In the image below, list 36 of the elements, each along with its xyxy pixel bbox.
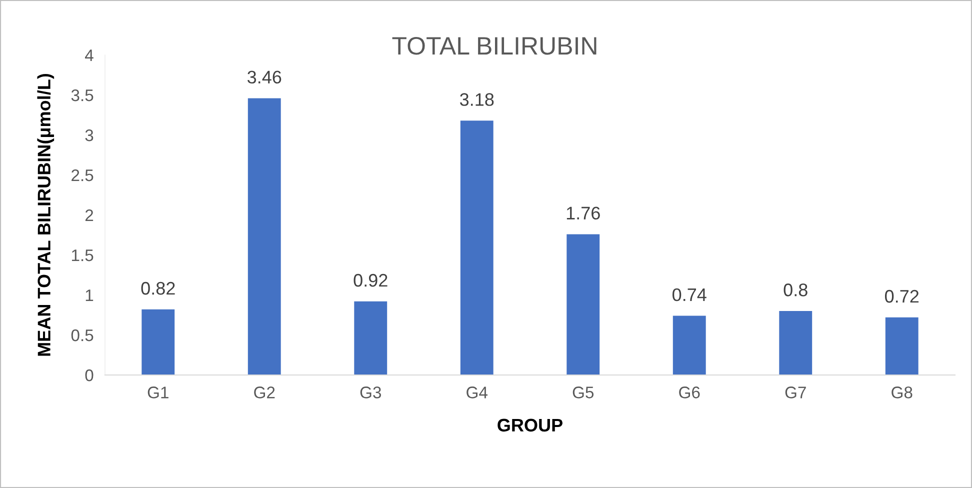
y-tick-label: 4	[85, 50, 94, 62]
bar	[354, 301, 388, 375]
data-label: 0.72	[885, 290, 919, 303]
x-tick-label: G3	[360, 386, 382, 398]
x-axis-title: GROUP	[498, 418, 562, 432]
x-tick-label: G4	[466, 386, 488, 398]
bar	[672, 316, 706, 375]
y-tick-label: 0	[85, 369, 94, 382]
bar	[566, 234, 600, 375]
x-tick-label: G8	[892, 386, 912, 398]
data-label: 0.74	[672, 288, 706, 302]
data-label: 1.76	[566, 206, 600, 220]
x-tick-label: G2	[254, 386, 275, 398]
x-tick-label: G5	[572, 386, 594, 398]
y-tick-label: 2.5	[72, 169, 94, 182]
y-tick-label: 0.5	[71, 329, 94, 342]
y-tick-label: 3.5	[71, 89, 94, 102]
data-label: 0.92	[354, 274, 388, 287]
x-tick-label: G7	[785, 386, 806, 398]
bar	[248, 98, 281, 375]
x-tick-label: G1	[148, 386, 168, 398]
data-label: 0.8	[784, 284, 808, 296]
data-label: 0.82	[141, 282, 175, 295]
bar	[460, 120, 494, 375]
y-tick-label: 1.5	[72, 250, 94, 262]
y-axis-title: MEAN TOTAL BILIRUBIN(μmol/L)	[37, 74, 54, 356]
bar	[142, 309, 175, 375]
x-tick-label: G6	[679, 386, 700, 398]
bar	[885, 317, 918, 375]
y-tick-label: 1	[86, 290, 94, 302]
y-tick-label: 3	[85, 129, 94, 142]
data-label: 3.18	[460, 93, 494, 106]
y-tick-label: 2	[85, 209, 94, 222]
chart-title: TOTAL BILIRUBIN	[392, 37, 596, 55]
bar	[779, 311, 812, 375]
data-label: 3.46	[247, 70, 282, 84]
